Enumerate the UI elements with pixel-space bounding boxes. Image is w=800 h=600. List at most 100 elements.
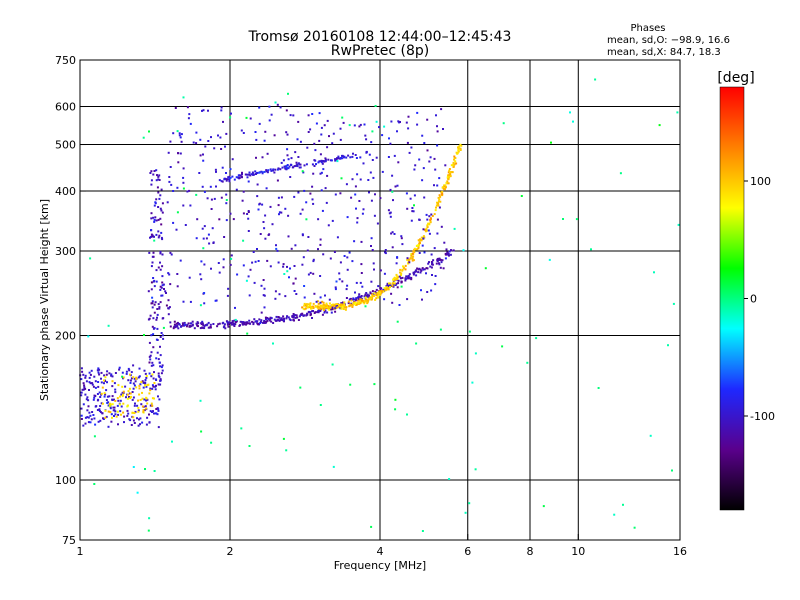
data-point	[274, 168, 277, 171]
data-point	[149, 354, 152, 357]
data-point	[436, 218, 439, 221]
data-point	[417, 247, 420, 250]
data-point	[173, 320, 176, 323]
data-point	[382, 290, 385, 293]
data-point	[150, 217, 153, 220]
data-point	[93, 375, 96, 378]
data-point	[293, 165, 296, 168]
data-point	[271, 223, 274, 226]
data-point	[400, 272, 403, 275]
data-point	[326, 146, 329, 149]
data-point	[201, 326, 204, 329]
data-point	[100, 392, 103, 395]
data-point	[100, 371, 103, 374]
data-point	[235, 188, 238, 191]
data-point	[182, 96, 185, 99]
data-point	[354, 193, 357, 196]
data-point	[156, 407, 159, 410]
data-point	[150, 229, 153, 232]
data-point	[458, 145, 461, 148]
data-point	[151, 296, 154, 299]
data-point	[97, 371, 100, 374]
data-point	[81, 388, 84, 391]
data-point	[285, 166, 288, 169]
data-point	[324, 160, 327, 163]
data-point	[172, 221, 175, 224]
data-point	[84, 416, 87, 419]
data-point	[121, 375, 124, 378]
data-point	[436, 144, 439, 147]
data-point	[317, 307, 320, 310]
data-point	[459, 149, 462, 151]
data-point	[108, 395, 111, 398]
data-point	[426, 225, 429, 228]
data-point	[338, 305, 341, 308]
data-point	[311, 198, 314, 201]
data-point	[157, 383, 160, 386]
data-point	[113, 409, 116, 412]
data-point	[405, 275, 408, 278]
data-point	[350, 196, 353, 199]
data-point	[157, 175, 160, 178]
data-point	[334, 310, 337, 313]
data-point	[259, 321, 262, 323]
data-point	[161, 238, 164, 241]
data-point	[332, 465, 335, 468]
data-point	[348, 251, 351, 254]
data-point	[307, 236, 310, 238]
data-point	[326, 311, 329, 314]
data-point	[430, 289, 433, 292]
data-point	[392, 278, 395, 281]
data-point	[405, 121, 408, 124]
data-point	[114, 410, 117, 413]
data-point	[438, 259, 441, 261]
data-point	[103, 392, 106, 395]
data-point	[173, 323, 176, 326]
data-point	[397, 279, 400, 282]
data-point	[394, 279, 397, 282]
data-point	[268, 119, 271, 122]
data-point	[210, 198, 213, 201]
data-point	[133, 377, 136, 380]
data-point	[455, 151, 458, 154]
data-point	[404, 264, 407, 267]
data-point	[437, 196, 440, 199]
data-point	[420, 289, 422, 292]
data-point	[136, 491, 139, 494]
data-point	[313, 292, 316, 295]
data-point	[425, 227, 428, 230]
data-point	[293, 195, 296, 198]
data-point	[231, 320, 234, 323]
data-point	[146, 398, 149, 401]
data-point	[256, 320, 259, 323]
data-point	[352, 297, 355, 300]
data-point	[327, 224, 330, 227]
data-point	[162, 326, 165, 329]
data-point	[201, 227, 204, 230]
data-point	[203, 190, 206, 193]
data-point	[368, 294, 370, 297]
data-point	[358, 200, 361, 202]
data-point	[287, 158, 290, 161]
data-point	[342, 121, 345, 124]
data-point	[412, 271, 415, 274]
data-point	[364, 134, 367, 137]
data-point	[317, 218, 320, 221]
data-point	[207, 140, 210, 142]
data-point	[348, 124, 351, 127]
data-point	[332, 303, 334, 306]
data-point	[145, 407, 148, 410]
data-point	[319, 296, 322, 299]
data-point	[168, 176, 171, 178]
data-point	[79, 391, 82, 394]
data-point	[309, 192, 312, 195]
data-point	[266, 152, 269, 155]
data-point	[90, 369, 93, 372]
data-point	[277, 261, 280, 264]
data-point	[84, 387, 87, 390]
data-point	[127, 412, 130, 415]
data-point	[153, 170, 156, 172]
data-point	[422, 167, 425, 170]
data-point	[117, 399, 120, 402]
data-point	[125, 372, 128, 375]
